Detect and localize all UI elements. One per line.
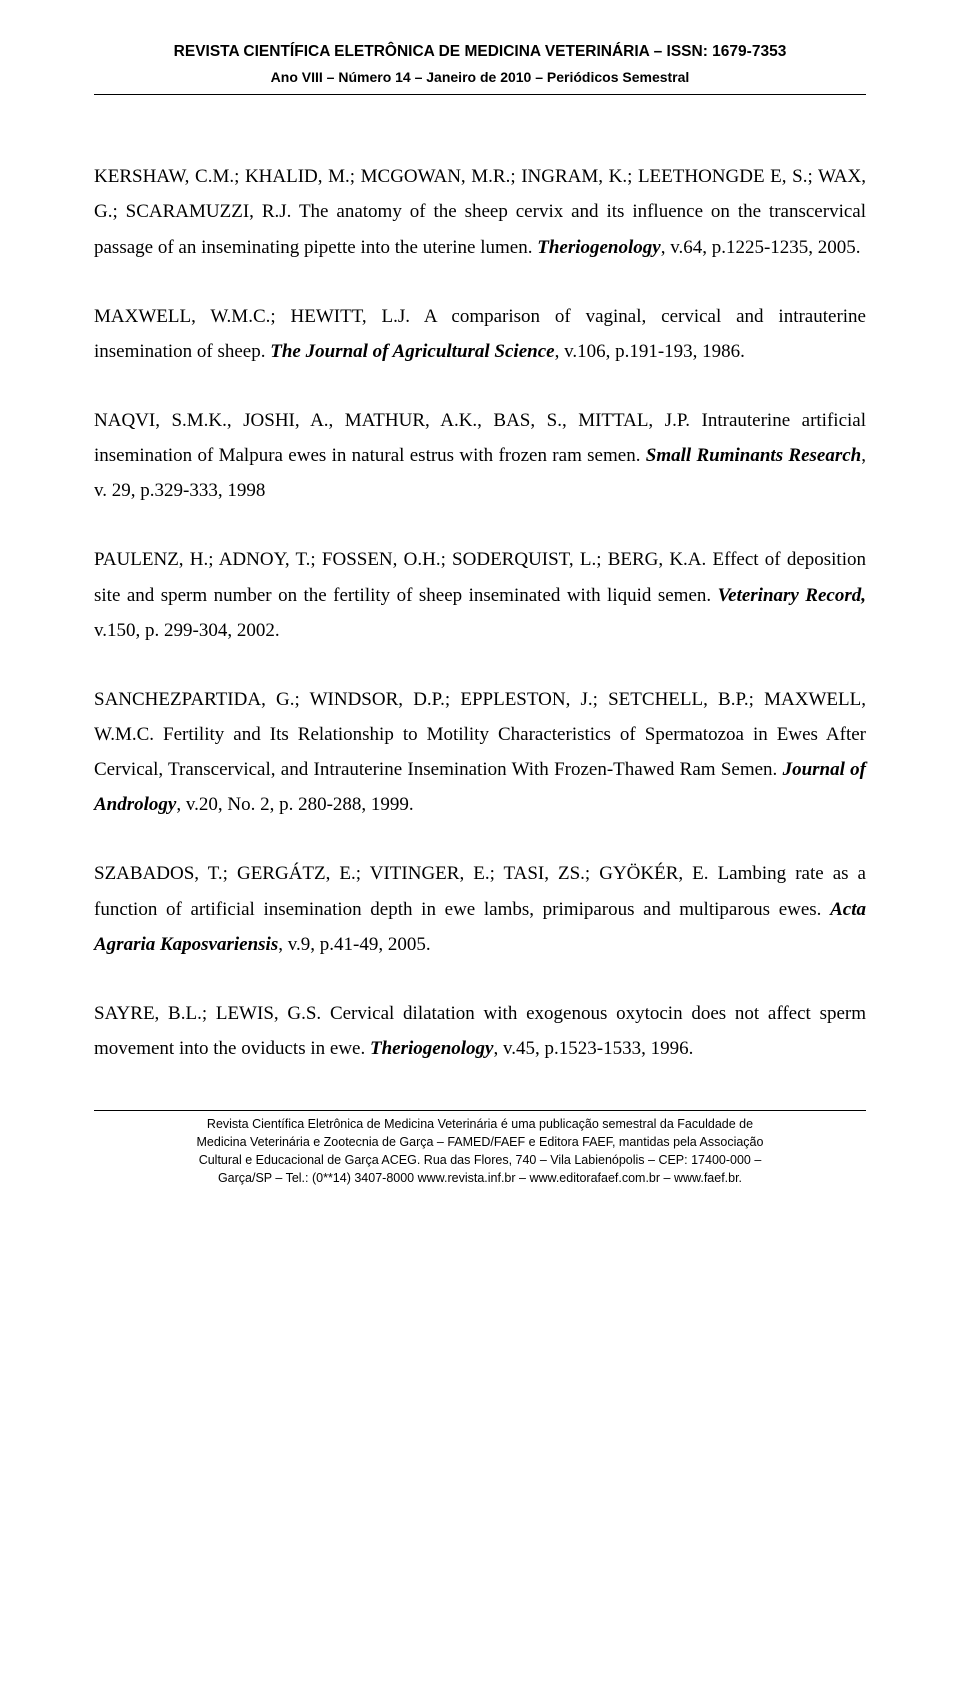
reference-entry: SAYRE, B.L.; LEWIS, G.S. Cervical dilata…	[94, 996, 866, 1066]
reference-entry: SANCHEZPARTIDA, G.; WINDSOR, D.P.; EPPLE…	[94, 682, 866, 823]
ref-journal: Theriogenology	[370, 1038, 494, 1059]
ref-journal: Veterinary Record,	[718, 585, 866, 606]
ref-journal: Theriogenology	[537, 237, 661, 258]
reference-entry: NAQVI, S.M.K., JOSHI, A., MATHUR, A.K., …	[94, 403, 866, 508]
reference-entry: KERSHAW, C.M.; KHALID, M.; MCGOWAN, M.R.…	[94, 159, 866, 264]
ref-journal: The Journal of Agricultural Science	[270, 341, 554, 362]
ref-authors: NAQVI, S.M.K., JOSHI, A., MATHUR, A.K., …	[94, 410, 702, 431]
references-block: KERSHAW, C.M.; KHALID, M.; MCGOWAN, M.R.…	[94, 159, 866, 1066]
ref-suffix: , v.106, p.191-193, 1986.	[555, 341, 745, 362]
header-line2: Ano VIII – Número 14 – Janeiro de 2010 –…	[94, 67, 866, 88]
ref-journal: Small Ruminants Research	[646, 445, 861, 466]
ref-suffix: v.150, p. 299-304, 2002.	[94, 620, 280, 641]
ref-authors: SZABADOS, T.; GERGÁTZ, E.; VITINGER, E.;…	[94, 863, 718, 884]
ref-authors: SAYRE, B.L.; LEWIS, G.S.	[94, 1003, 330, 1024]
footer-text: Revista Científica Eletrônica de Medicin…	[94, 1115, 866, 1188]
footer-line: Garça/SP – Tel.: (0**14) 3407-8000 www.r…	[218, 1171, 742, 1185]
ref-suffix: , v.64, p.1225-1235, 2005.	[661, 237, 861, 258]
header-rule	[94, 94, 866, 95]
ref-suffix: , v.20, No. 2, p. 280-288, 1999.	[176, 794, 413, 815]
ref-title: Fertility and Its Relationship to Motili…	[94, 724, 866, 780]
reference-entry: PAULENZ, H.; ADNOY, T.; FOSSEN, O.H.; SO…	[94, 542, 866, 647]
journal-header: REVISTA CIENTÍFICA ELETRÔNICA DE MEDICIN…	[94, 40, 866, 95]
ref-authors: PAULENZ, H.; ADNOY, T.; FOSSEN, O.H.; SO…	[94, 549, 713, 570]
ref-suffix: , v.45, p.1523-1533, 1996.	[493, 1038, 693, 1059]
ref-authors: MAXWELL, W.M.C.; HEWITT, L.J.	[94, 306, 424, 327]
page-footer: Revista Científica Eletrônica de Medicin…	[94, 1110, 866, 1188]
footer-rule	[94, 1110, 866, 1111]
page-container: REVISTA CIENTÍFICA ELETRÔNICA DE MEDICIN…	[0, 0, 960, 1218]
footer-line: Revista Científica Eletrônica de Medicin…	[207, 1117, 753, 1131]
footer-line: Medicina Veterinária e Zootecnia de Garç…	[197, 1135, 764, 1149]
footer-line: Cultural e Educacional de Garça ACEG. Ru…	[199, 1153, 762, 1167]
ref-suffix: , v.9, p.41-49, 2005.	[278, 934, 430, 955]
reference-entry: MAXWELL, W.M.C.; HEWITT, L.J. A comparis…	[94, 299, 866, 369]
reference-entry: SZABADOS, T.; GERGÁTZ, E.; VITINGER, E.;…	[94, 856, 866, 961]
header-line1: REVISTA CIENTÍFICA ELETRÔNICA DE MEDICIN…	[94, 40, 866, 63]
